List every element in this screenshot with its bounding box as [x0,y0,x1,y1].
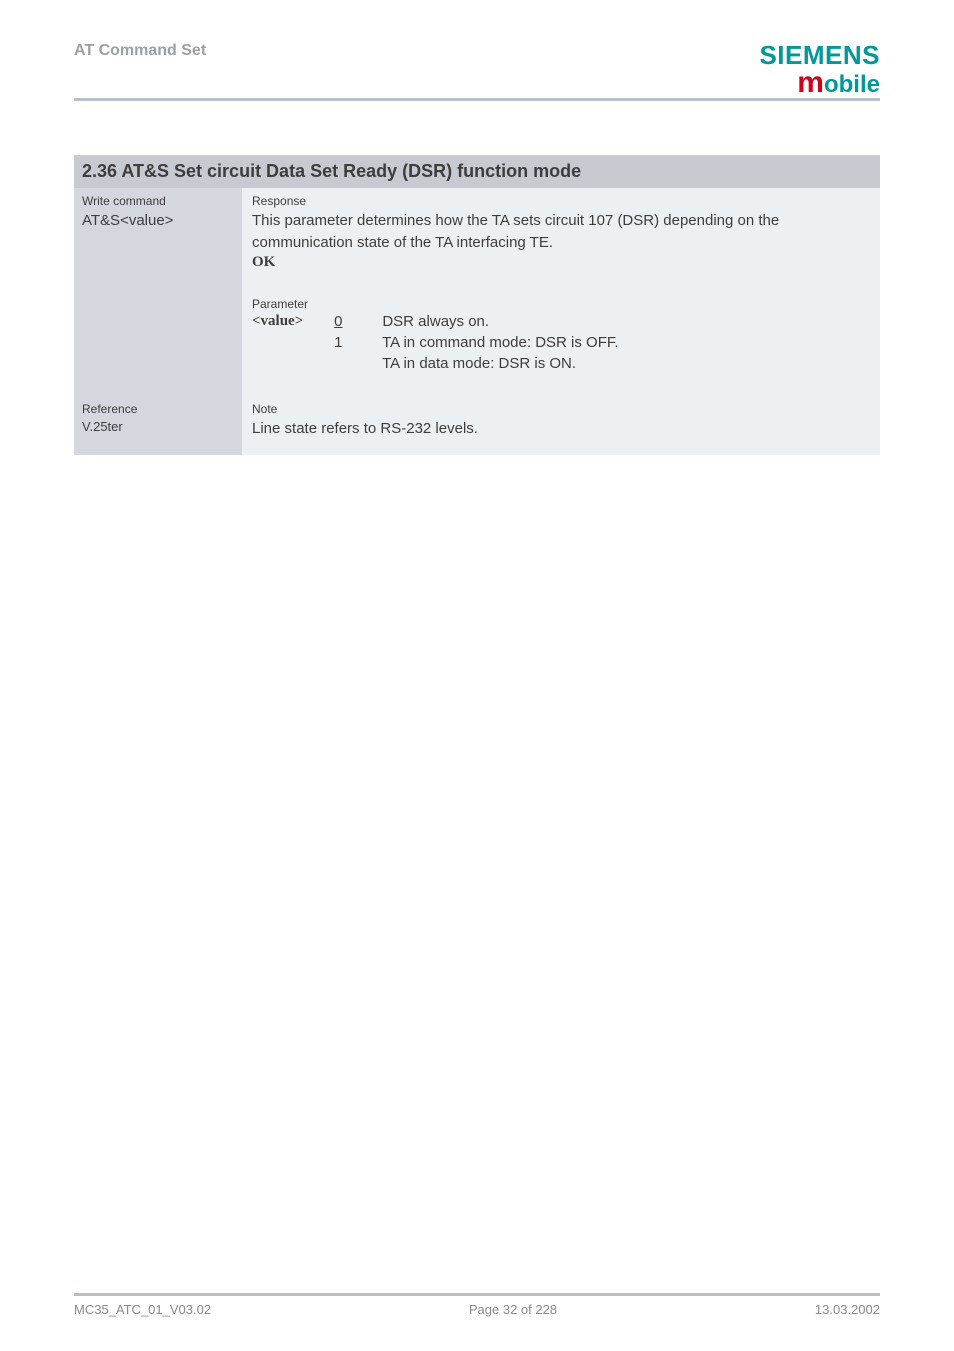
param-option: TA in data mode: DSR is ON. [334,355,618,372]
label-reference: Reference [82,402,234,416]
text-ok: OK [252,254,870,271]
footer-right: 13.03.2002 [815,1302,880,1317]
param-options: 0 DSR always on. 1 TA in command mode: D… [334,313,618,376]
cell-response: Response This parameter determines how t… [242,188,880,291]
footer-left: MC35_ATC_01_V03.02 [74,1302,211,1317]
header-left-title: AT Command Set [74,42,206,60]
param-option-num: 1 [334,334,378,351]
label-write-command: Write command [82,194,234,208]
logo-mobile-m: m [797,66,824,99]
param-option-text: DSR always on. [382,313,489,330]
param-value-key: <value> [252,313,330,330]
table-row: Write command AT&S<value> Response This … [74,188,880,291]
label-note: Note [252,402,870,416]
param-option-num: 0 [334,313,378,330]
logo-mobile-text: mobile [759,68,880,98]
section-title: 2.36 AT&S Set circuit Data Set Ready (DS… [74,155,880,188]
siemens-logo: SIEMENS mobile [759,42,880,98]
spacer [252,271,870,285]
page-footer: MC35_ATC_01_V03.02 Page 32 of 228 13.03.… [74,1293,880,1317]
cell-parameter: Parameter <value> 0 DSR always on. 1 TA … [242,291,880,396]
footer-center: Page 32 of 228 [469,1302,557,1317]
spacer [252,439,870,449]
parameter-block: <value> 0 DSR always on. 1 TA in command… [252,313,870,376]
text-response-body: This parameter determines how the TA set… [252,210,870,254]
spacer [252,376,870,390]
spec-table: Write command AT&S<value> Response This … [74,188,880,455]
label-response: Response [252,194,870,208]
main-content: 2.36 AT&S Set circuit Data Set Ready (DS… [74,155,880,455]
cell-empty-left [74,291,242,396]
footer-divider [74,1293,880,1296]
param-option-text: TA in command mode: DSR is OFF. [382,334,618,351]
logo-mobile-rest: obile [824,71,880,98]
cell-write-command: Write command AT&S<value> [74,188,242,291]
param-option: 1 TA in command mode: DSR is OFF. [334,334,618,351]
logo-siemens-text: SIEMENS [759,42,880,68]
value-write-command: AT&S<value> [82,210,234,232]
param-option: 0 DSR always on. [334,313,618,330]
cell-note: Note Line state refers to RS-232 levels. [242,396,880,456]
param-option-text: TA in data mode: DSR is ON. [382,355,576,372]
table-row: Reference V.25ter Note Line state refers… [74,396,880,456]
footer-row: MC35_ATC_01_V03.02 Page 32 of 228 13.03.… [74,1302,880,1317]
label-parameter: Parameter [252,297,870,311]
cell-reference: Reference V.25ter [74,396,242,456]
table-row: Parameter <value> 0 DSR always on. 1 TA … [74,291,880,396]
text-note-body: Line state refers to RS-232 levels. [252,418,870,440]
value-reference: V.25ter [82,418,234,437]
header-divider [74,98,880,101]
